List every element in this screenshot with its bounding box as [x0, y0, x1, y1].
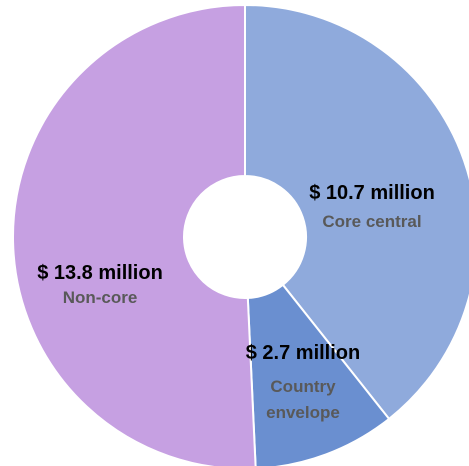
slice-non-core	[11, 3, 257, 466]
slice-country-envelope	[246, 283, 391, 466]
data-label-value: $ 13.8 million	[37, 262, 163, 284]
data-label-category: Non-core	[63, 288, 138, 307]
slice-core-central	[244, 3, 469, 421]
data-label-value: $ 10.7 million	[309, 182, 435, 204]
data-label-category: Core central	[322, 212, 421, 231]
data-label-category: Country envelope	[266, 377, 340, 422]
data-label-value: $ 2.7 million	[246, 342, 360, 364]
